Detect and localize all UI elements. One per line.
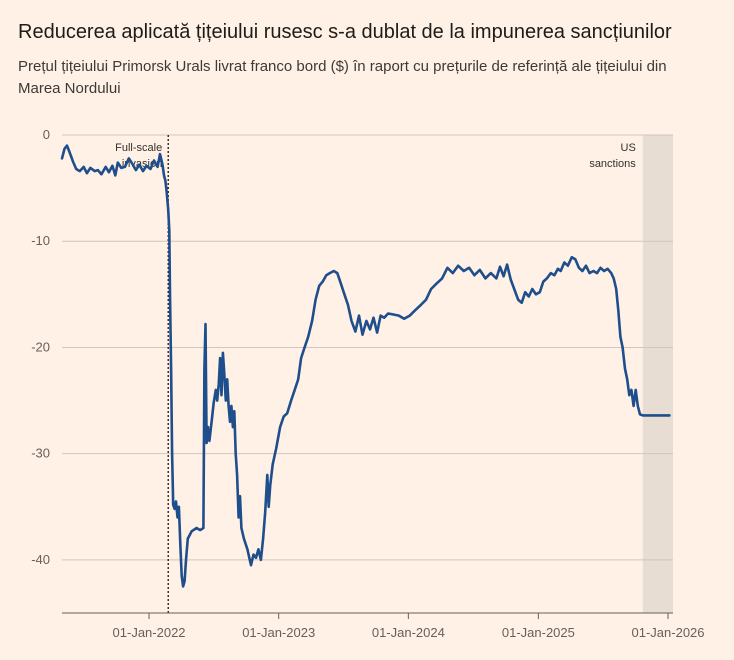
us-sanctions-annotation-text: sanctions — [589, 158, 636, 170]
shaded-region-layer — [642, 135, 673, 613]
x-tick-label: 01-Jan-2026 — [632, 625, 705, 640]
x-tick-label: 01-Jan-2022 — [113, 625, 186, 640]
x-axis: 01-Jan-2022 01-Jan-2023 01-Jan-2024 01-Jan-… — [62, 612, 705, 640]
invasion-annotation-text: Full-scale — [115, 142, 162, 154]
chart-title: Reducerea aplicată țițeiului rusesc s-a … — [18, 21, 672, 43]
y-tick-label: 0 — [43, 127, 50, 142]
series-layer — [60, 144, 671, 588]
chart-subtitle: Prețul țițeiului Primorsk Urals livrat f… — [18, 58, 667, 97]
y-tick-label: -20 — [31, 339, 50, 354]
y-tick-label: -10 — [31, 233, 50, 248]
y-tick-label: -30 — [31, 446, 50, 461]
us-sanctions-annotation-text: US — [621, 142, 636, 154]
x-tick-label: 01-Jan-2023 — [242, 625, 315, 640]
series-line-urals-discount — [60, 144, 671, 588]
x-tick-label: 01-Jan-2025 — [502, 625, 575, 640]
y-tick-label: -40 — [31, 552, 50, 567]
x-tick-label: 01-Jan-2024 — [372, 625, 445, 640]
gridlines: 0 -10 -20 -30 -40 — [31, 127, 673, 567]
sanctions-shaded-region — [642, 135, 673, 613]
